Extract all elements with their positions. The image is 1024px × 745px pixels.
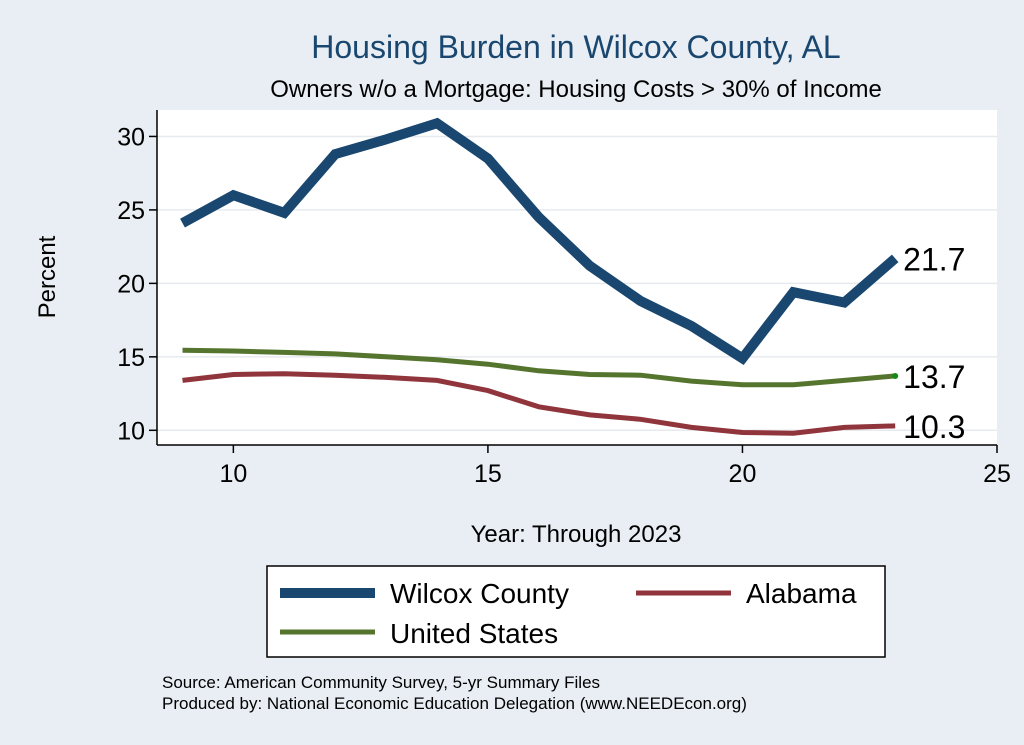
- end-label-alabama: 10.3: [903, 409, 965, 445]
- series-lines: [180, 117, 899, 436]
- end-marker-united-states: [892, 372, 899, 379]
- x-axis-title: Year: Through 2023: [471, 521, 682, 548]
- y-tick-label: 15: [117, 344, 145, 372]
- chart-title: Housing Burden in Wilcox County, AL: [311, 29, 840, 65]
- chart-subtitle: Owners w/o a Mortgage: Housing Costs > 3…: [270, 76, 882, 103]
- x-tick-label: 10: [219, 460, 247, 488]
- plot-area: [157, 110, 997, 445]
- end-labels: 21.7 10.3 13.7: [903, 241, 965, 445]
- x-tick-label: 25: [983, 460, 1011, 488]
- axes: 10 15 20 25 30 10 15 20 25: [117, 110, 1011, 488]
- series-line-alabama: [182, 371, 896, 436]
- y-tick-label: 20: [117, 270, 145, 298]
- legend-label-alabama: Alabama: [746, 578, 857, 609]
- legend-label-united-states: United States: [390, 618, 558, 649]
- y-axis-title: Percent: [34, 235, 61, 318]
- series-line-wilcox-county: [180, 117, 899, 365]
- y-tick-label: 25: [117, 197, 145, 225]
- x-tick-label: 20: [729, 460, 757, 488]
- producer-note: Produced by: National Economic Education…: [162, 694, 747, 713]
- legend-label-wilcox-county: Wilcox County: [390, 578, 569, 609]
- y-tick-label: 10: [117, 417, 145, 445]
- source-note: Source: American Community Survey, 5-yr …: [162, 673, 600, 692]
- y-tick-label: 30: [117, 123, 145, 151]
- series-line-united-states: [182, 347, 896, 388]
- legend: Wilcox County Alabama United States: [266, 565, 886, 658]
- x-tick-label: 15: [474, 460, 502, 488]
- legend-box: [266, 565, 886, 658]
- end-label-wilcox-county: 21.7: [903, 241, 965, 277]
- end-label-united-states: 13.7: [903, 359, 965, 395]
- gridlines: [157, 135, 997, 432]
